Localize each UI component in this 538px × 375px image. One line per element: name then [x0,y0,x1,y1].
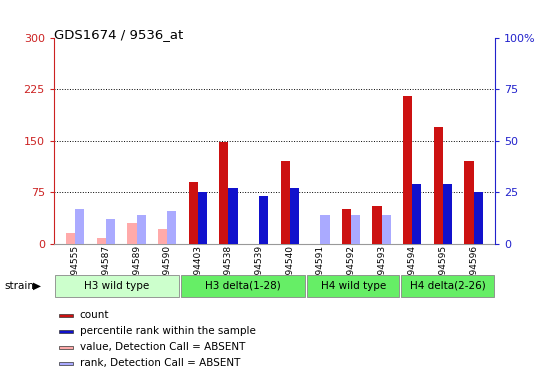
Text: H4 delta(2-26): H4 delta(2-26) [410,281,486,291]
Bar [59,330,73,333]
Bar [158,229,167,244]
Bar [464,161,473,244]
FancyBboxPatch shape [181,275,305,297]
FancyBboxPatch shape [307,275,400,297]
Bar [59,346,73,349]
Text: value, Detection Call = ABSENT: value, Detection Call = ABSENT [80,342,245,352]
FancyBboxPatch shape [401,275,494,297]
Bar [59,314,73,317]
Bar [229,188,238,244]
Bar [259,196,268,244]
Bar [381,215,391,244]
Bar [66,233,75,244]
Bar [128,223,137,244]
Bar [320,215,329,244]
Text: H3 wild type: H3 wild type [84,281,150,291]
Bar [403,96,412,244]
Bar [75,209,84,244]
FancyBboxPatch shape [55,275,179,297]
Text: percentile rank within the sample: percentile rank within the sample [80,326,256,336]
Bar [412,184,421,244]
Bar [189,182,198,244]
Bar [443,184,452,244]
Bar [167,211,176,244]
Bar [97,238,106,244]
Bar [434,127,443,244]
Bar [280,161,289,244]
Text: strain: strain [4,281,34,291]
Text: GDS1674 / 9536_at: GDS1674 / 9536_at [54,28,183,41]
Bar [473,192,483,244]
Bar [137,215,146,244]
Text: count: count [80,310,109,321]
Bar [351,215,360,244]
Bar [106,219,115,244]
Text: H3 delta(1-28): H3 delta(1-28) [205,281,281,291]
Text: rank, Detection Call = ABSENT: rank, Detection Call = ABSENT [80,358,240,368]
Bar [198,192,207,244]
Bar [289,188,299,244]
Bar [372,206,381,244]
Bar [59,362,73,364]
Bar [219,142,229,244]
Text: H4 wild type: H4 wild type [321,281,386,291]
Text: ▶: ▶ [33,281,41,291]
Bar [342,209,351,244]
